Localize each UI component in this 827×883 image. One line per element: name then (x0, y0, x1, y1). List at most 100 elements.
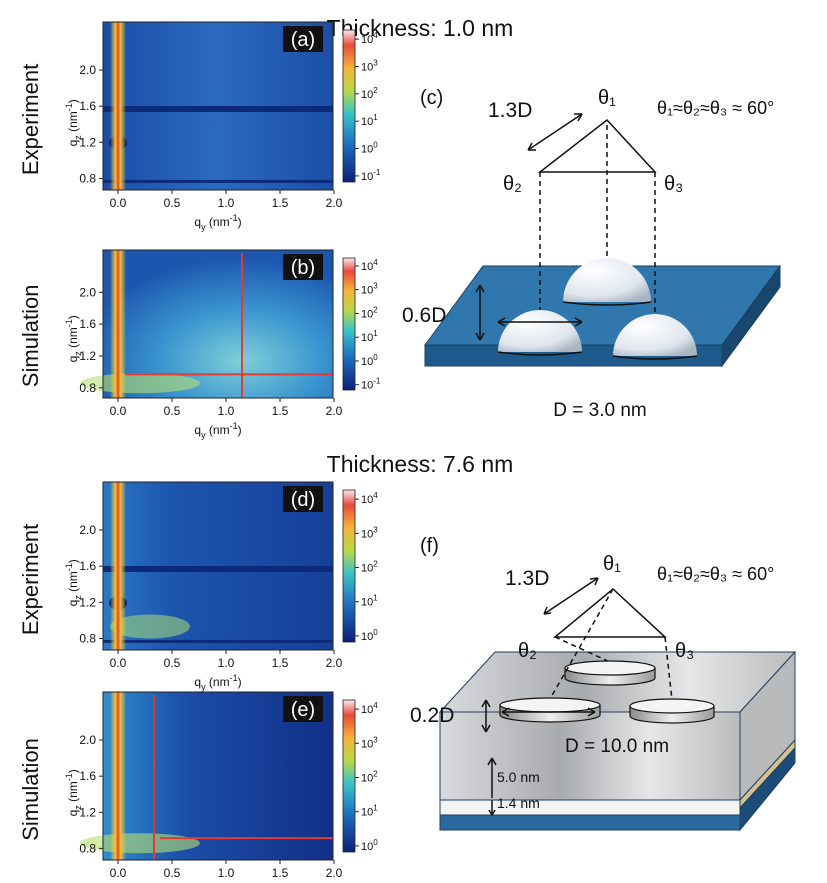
colorbar-base: 10 (361, 285, 373, 297)
y-tick-label: 1.6 (79, 99, 96, 113)
y-label-unit: (nm (66, 571, 80, 595)
beamstop-band (103, 106, 333, 112)
diagram-line (549, 588, 614, 700)
substrate-side (739, 746, 796, 832)
diagram-line (543, 612, 552, 615)
y-tick-label: 2.0 (79, 523, 96, 537)
colorbar-exp: 2 (373, 560, 378, 569)
colorbar-label: 10-1 (361, 377, 381, 392)
colorbar-exp: 0 (373, 838, 378, 847)
y-tick-label: 1.2 (79, 135, 96, 149)
diagram-line (487, 757, 493, 766)
colorbar-label: 101 (361, 329, 378, 344)
y-tick-label: 0.8 (79, 171, 96, 185)
diagram-line (479, 284, 485, 293)
x-label-q: q (194, 675, 201, 689)
particle (498, 310, 582, 352)
y-label-close: ) (66, 559, 80, 563)
x-label-close: ) (238, 215, 242, 229)
row-label: Simulation (18, 284, 43, 387)
disc-top (629, 698, 715, 714)
colorbar-base: 10 (361, 380, 373, 392)
angle-relation: θ₁≈θ₂≈θ₃ ≈ 60° (657, 98, 774, 118)
panel-label: (d) (291, 489, 315, 511)
x-tick-label: 0.0 (110, 196, 127, 210)
diagram-line (491, 757, 497, 766)
x-tick-label: 0.0 (110, 866, 127, 880)
diagram-line (475, 332, 481, 341)
diagram-line (587, 711, 596, 717)
colorbar-base: 10 (361, 332, 373, 344)
angle-label: θ₂ (503, 173, 522, 195)
colorbar-base: 10 (361, 807, 373, 819)
colorbar-label: 10-1 (361, 168, 381, 183)
x-label-sup: -1 (230, 421, 238, 431)
colorbar-exp: 1 (373, 594, 378, 603)
x-tick-label: 2.0 (326, 196, 343, 210)
scatter-lobe (110, 614, 190, 639)
height-label: 0.2D (410, 704, 454, 727)
colorbar-label: 101 (361, 113, 378, 128)
x-tick-label: 2.0 (326, 404, 343, 418)
colorbar-label: 103 (361, 735, 378, 750)
x-tick-label: 1.5 (272, 404, 289, 418)
x-tick-label: 1.0 (218, 196, 235, 210)
x-tick-label: 0.5 (164, 656, 181, 670)
colorbar-base: 10 (361, 631, 373, 643)
x-tick-label: 1.5 (272, 196, 289, 210)
colorbar-label: 102 (361, 770, 378, 785)
side-label: 1.3D (505, 567, 549, 590)
x-axis-label: qy (nm-1) (194, 213, 241, 232)
substrate-front (439, 814, 741, 831)
section-title: Thickness: 7.6 nm (327, 451, 514, 477)
diagram-line (543, 577, 599, 615)
y-label-sub: z (73, 595, 83, 600)
colorbar-base: 10 (361, 563, 373, 575)
diagram-line (481, 724, 487, 733)
particle-rim (612, 355, 698, 360)
colorbar-base: 10 (361, 61, 373, 73)
angle-label: θ₃ (664, 173, 683, 195)
colorbar (342, 699, 356, 853)
colorbar-base: 10 (361, 841, 373, 853)
colorbar (342, 257, 356, 391)
y-tick-label: 1.2 (79, 349, 96, 363)
colorbar-base: 10 (361, 308, 373, 320)
y-label-unit: (nm (66, 327, 80, 351)
colorbar-label: 102 (361, 305, 378, 320)
diagram-line (501, 711, 510, 717)
heatmap-panel (80, 249, 359, 402)
panel-label: (a) (291, 29, 315, 51)
diagram-line (479, 332, 485, 341)
y-label-sup: -1 (64, 319, 74, 327)
x-tick-label: 1.0 (218, 656, 235, 670)
x-label-unit: (nm (206, 215, 230, 229)
specular-rod (110, 482, 126, 650)
row-label: Experiment (18, 524, 43, 635)
heatmap-panel (99, 481, 359, 654)
colorbar-exp: 3 (373, 525, 378, 534)
y-label-close: ) (66, 315, 80, 319)
x-label-sub: y (201, 430, 206, 440)
angle-label: θ₃ (675, 640, 694, 662)
scatter-lobe (80, 373, 200, 394)
specular-rod (110, 22, 126, 190)
label-box (283, 254, 323, 280)
x-label-sub: y (201, 222, 206, 232)
colorbar-label: 103 (361, 58, 378, 73)
colorbar-exp: 2 (373, 305, 378, 314)
x-tick-label: 0.5 (164, 196, 181, 210)
colorbar (342, 29, 356, 183)
x-tick-label: 1.5 (272, 866, 289, 880)
scatter-lobe (80, 833, 200, 854)
colorbar-label: 102 (361, 560, 378, 575)
height-label: 0.6D (402, 304, 446, 327)
disc-top (564, 660, 656, 676)
y-label-sup: -1 (64, 103, 74, 111)
colorbar (342, 489, 356, 643)
interlayer (439, 799, 741, 816)
y-label-sup: -1 (64, 773, 74, 781)
particle (613, 314, 697, 356)
colorbar-exp: 0 (373, 353, 378, 362)
colorbar-exp: 1 (373, 329, 378, 338)
